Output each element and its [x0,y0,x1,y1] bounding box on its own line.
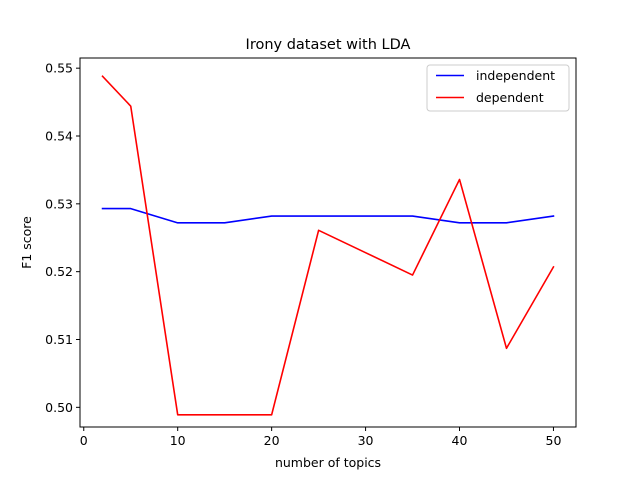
data-point-independent-40 [459,222,461,224]
data-point-independent-25 [318,215,320,217]
data-point-independent-15 [224,222,226,224]
data-point-dependent-45 [506,348,508,350]
data-point-dependent-30 [365,252,367,254]
series-lines [101,75,555,416]
legend-label-independent: independent [476,68,555,83]
data-point-dependent-15 [224,414,226,416]
x-tick-label: 0 [80,433,88,448]
data-point-independent-20 [271,215,273,217]
y-tick-label: 0.53 [45,196,73,211]
x-axis-label: number of topics [275,455,381,470]
legend-label-dependent: dependent [476,90,544,105]
y-tick-label: 0.54 [45,129,73,144]
x-tick-label: 40 [452,433,468,448]
data-point-dependent-40 [459,179,461,181]
series-line-independent [101,207,555,224]
data-point-dependent-5 [130,105,132,107]
data-point-independent-50 [553,215,555,217]
y-tick-label: 0.50 [45,400,73,415]
plot-background [80,58,576,427]
data-point-independent-35 [412,215,414,217]
data-point-dependent-25 [318,229,320,231]
x-tick-label: 50 [546,433,562,448]
legend-box [426,64,570,112]
data-point-independent-2 [102,208,104,210]
plot-border [79,57,577,428]
data-point-dependent-50 [553,266,555,268]
data-point-independent-45 [506,222,508,224]
plot-area [80,58,576,427]
data-point-dependent-10 [177,414,179,416]
x-tick-label: 30 [358,433,374,448]
data-point-dependent-2 [102,76,104,78]
y-tick-label: 0.51 [45,332,73,347]
y-tick-label: 0.55 [45,61,73,76]
data-point-dependent-35 [412,274,414,276]
data-point-independent-10 [177,222,179,224]
legend: independent dependent [426,64,570,112]
y-tick-label: 0.52 [45,264,73,279]
chart-title: Irony dataset with LDA [246,37,411,53]
data-point-independent-5 [130,208,132,210]
x-tick-label: 20 [264,433,280,448]
series-line-dependent [101,75,555,416]
data-point-independent-30 [365,215,367,217]
x-axis-ticks: 0 10 20 30 40 50 [80,427,562,448]
x-tick-label: 10 [170,433,186,448]
data-point-dependent-20 [271,414,273,416]
y-axis-ticks: 0.50 0.51 0.52 0.53 0.54 0.55 [45,61,80,415]
y-axis-label: F1 score [19,216,34,269]
